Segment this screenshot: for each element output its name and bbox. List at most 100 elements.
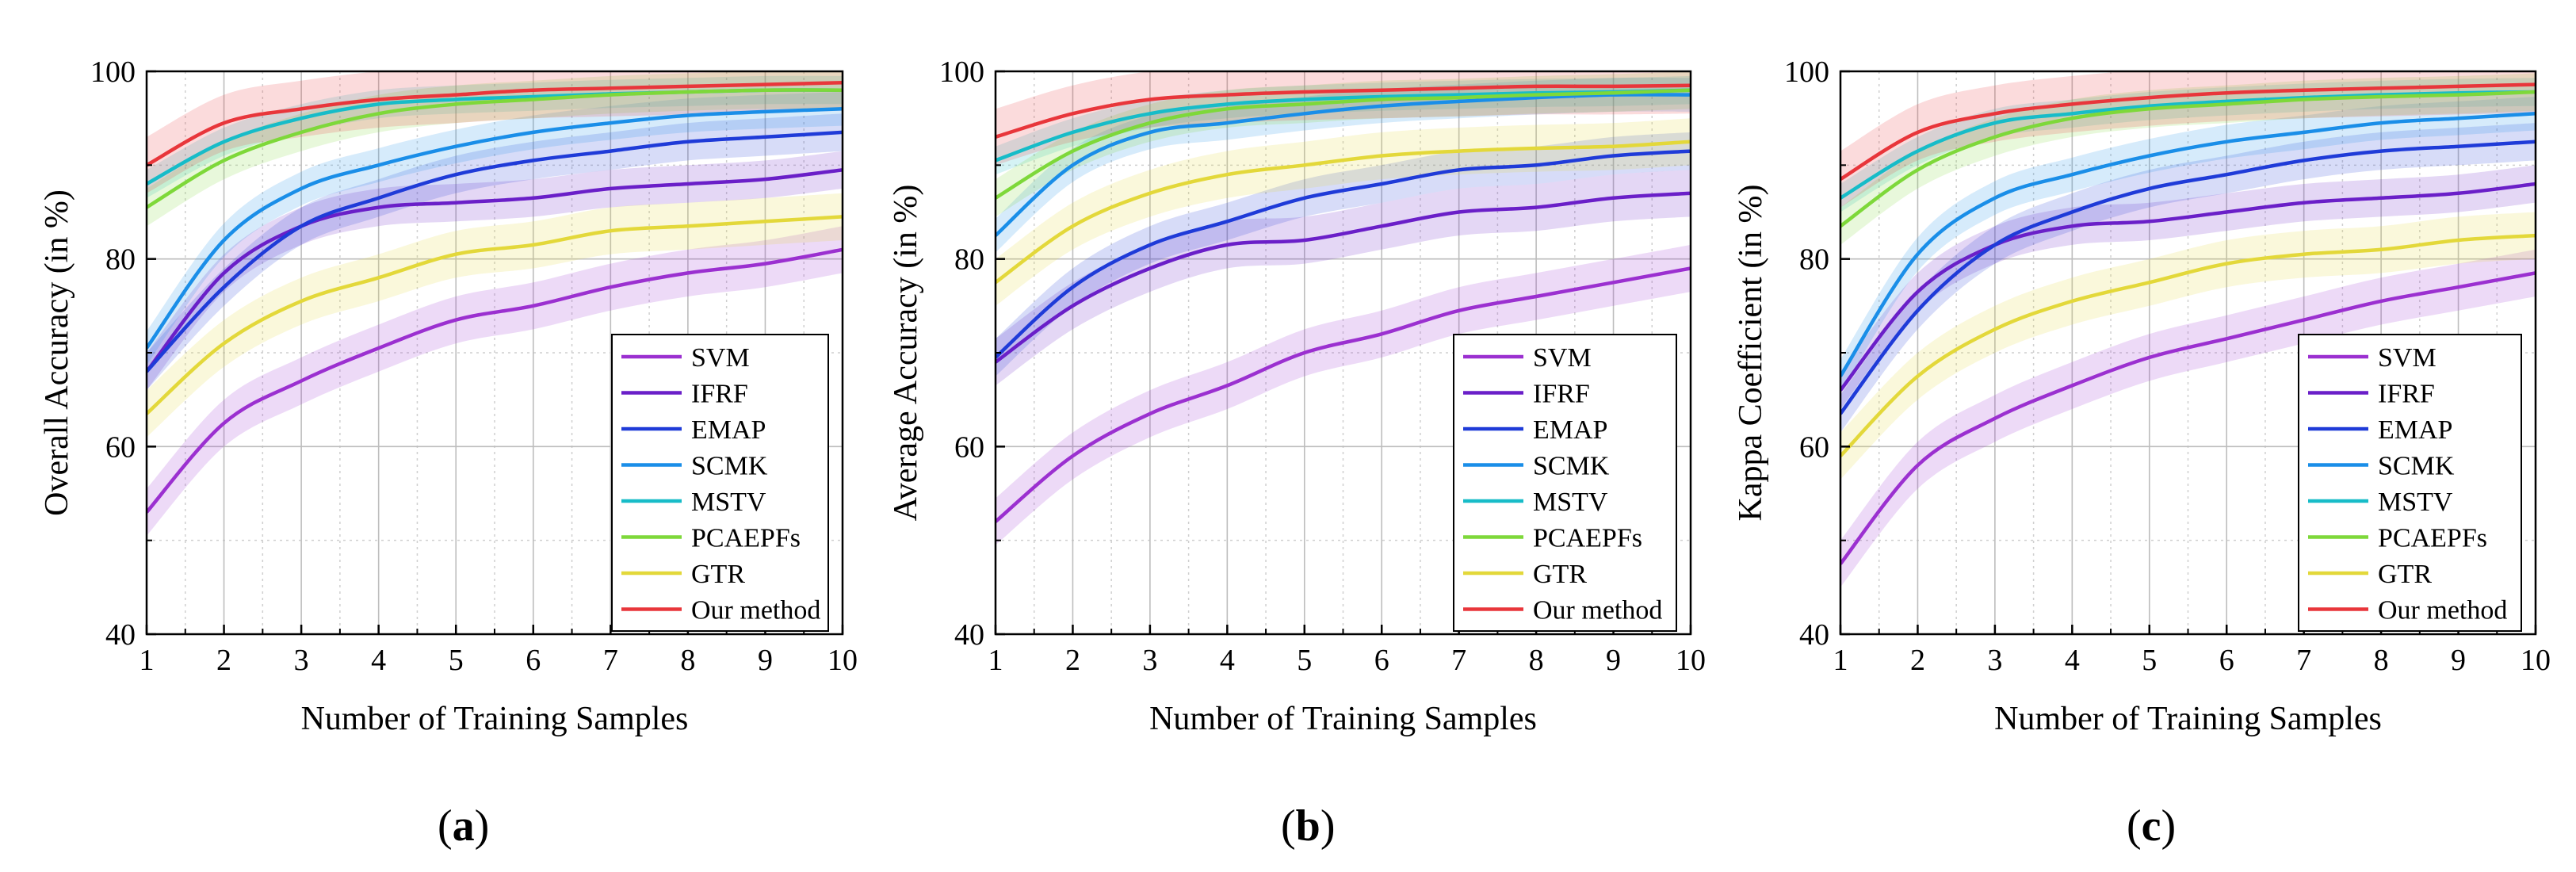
legend-label-ifrf: IFRF (1533, 380, 1590, 409)
legend-label-mstv: MSTV (1533, 488, 1608, 517)
y-tick-label: 40 (105, 618, 136, 652)
x-tick-label: 7 (1451, 644, 1466, 677)
y-tick-label: 80 (105, 243, 136, 277)
series-band-ifrf (1840, 165, 2536, 410)
legend-box (1453, 334, 1677, 632)
panel-letter: (b) (1281, 801, 1335, 851)
series-line-svm (1840, 271, 2536, 565)
series-band-emap (147, 113, 843, 391)
x-axis-label: Number of Training Samples (1994, 701, 2382, 737)
legend: SVM IFRF EMAP SCMK MSTV PCAEPFs GTR Our method (2298, 334, 2522, 632)
legend-label-gtr: GTR (1533, 560, 1587, 589)
series-line-ifrf (147, 168, 843, 373)
series-line-scmk (996, 93, 1691, 237)
legend-label-mstv: MSTV (691, 488, 766, 517)
x-tick-label: 5 (1297, 644, 1312, 677)
y-tick-label: 80 (954, 243, 984, 277)
x-tick-label: 4 (371, 644, 386, 677)
legend-label-emap: EMAP (1533, 415, 1607, 445)
series-band-gtr (147, 193, 843, 438)
series-line-pcaepfs (147, 88, 843, 209)
x-tick-label: 10 (2521, 644, 2551, 677)
legend-label-our-method: Our method (1533, 596, 1662, 625)
x-tick-label: 9 (758, 644, 773, 677)
legend-label-scmk: SCMK (1533, 452, 1610, 481)
series-line-gtr (147, 215, 843, 415)
x-tick-label: 1 (988, 644, 1003, 677)
legend-label-ifrf: IFRF (2378, 380, 2435, 409)
y-tick-label: 40 (1799, 618, 1829, 652)
legend: SVM IFRF EMAP SCMK MSTV PCAEPFs GTR Our method (1453, 334, 1677, 632)
chart-panel-a: 1 2 3 4 5 6 7 8 9 10 40 60 80 100 Number of Training S… (39, 55, 858, 851)
legend-label-pcaepfs: PCAEPFs (691, 524, 801, 553)
x-tick-label: 9 (1606, 644, 1621, 677)
legend-box (611, 334, 829, 632)
x-tick-label: 6 (1374, 644, 1389, 677)
x-tick-label: 3 (1987, 644, 2002, 677)
series-line-our-method (147, 80, 843, 167)
y-tick-label: 40 (954, 618, 984, 652)
series-line-emap (147, 130, 843, 373)
series-line-ifrf (996, 191, 1691, 364)
series-band-scmk (996, 78, 1691, 253)
x-tick-label: 5 (449, 644, 464, 677)
y-tick-label: 60 (1799, 430, 1829, 464)
x-tick-label: 8 (2374, 644, 2389, 677)
x-tick-label: 10 (827, 644, 858, 677)
y-tick-label: 100 (90, 55, 136, 89)
legend-label-gtr: GTR (2378, 560, 2432, 589)
legend-label-svm: SVM (691, 343, 750, 373)
y-axis-label: Overall Accuracy (in %) (39, 189, 75, 516)
y-tick-label: 80 (1799, 243, 1829, 277)
series-band-svm (147, 226, 843, 536)
x-tick-label: 9 (2451, 644, 2466, 677)
series-line-gtr (996, 140, 1691, 285)
y-axis-label: Kappa Coefficient (in %) (1733, 185, 1769, 522)
legend-label-mstv: MSTV (2378, 488, 2453, 517)
x-tick-label: 10 (1676, 644, 1706, 677)
x-tick-label: 3 (294, 644, 309, 677)
x-tick-label: 4 (1220, 644, 1235, 677)
y-axis-label: Average Accuracy (in %) (888, 185, 924, 522)
legend-label-scmk: SCMK (691, 452, 768, 481)
series-band-pcaepfs (996, 71, 1691, 217)
series-band-ifrf (147, 151, 843, 391)
series-line-our-method (1840, 82, 2536, 182)
series-band-ifrf (996, 170, 1691, 386)
series-band-scmk (147, 92, 843, 365)
legend-label-svm: SVM (2378, 343, 2436, 373)
chart-panel-c: 1 2 3 4 5 6 7 8 9 10 40 60 80 100 Number of Training S… (1733, 55, 2551, 851)
series-line-our-method (996, 83, 1691, 139)
series-line-emap (1840, 140, 2536, 415)
legend-label-scmk: SCMK (2378, 452, 2455, 481)
series-band-svm (1840, 249, 2536, 587)
legend-label-gtr: GTR (691, 560, 745, 589)
legend-label-svm: SVM (1533, 343, 1592, 373)
series-line-ifrf (1840, 182, 2536, 392)
legend-label-ifrf: IFRF (691, 380, 748, 409)
chart-panel-b: 1 2 3 4 5 6 7 8 9 10 40 60 80 100 Number of Training S… (888, 55, 1706, 851)
series-band-scmk (1840, 97, 2536, 393)
series-line-emap (996, 149, 1691, 359)
legend-label-emap: EMAP (691, 415, 766, 445)
series-band-emap (1840, 123, 2536, 433)
y-tick-label: 60 (954, 430, 984, 464)
plot-area (147, 71, 843, 536)
legend-label-pcaepfs: PCAEPFs (2378, 524, 2487, 553)
legend: SVM IFRF EMAP SCMK MSTV PCAEPFs GTR Our method (611, 334, 829, 632)
x-axis-label: Number of Training Samples (1149, 701, 1537, 737)
series-line-pcaepfs (996, 88, 1691, 200)
x-tick-label: 4 (2065, 644, 2080, 677)
y-tick-label: 60 (105, 430, 136, 464)
plot-area (996, 71, 1691, 545)
legend-box (2298, 334, 2522, 632)
x-tick-label: 2 (1065, 644, 1080, 677)
x-tick-label: 2 (1910, 644, 1925, 677)
series-band-pcaepfs (147, 71, 843, 227)
series-line-scmk (147, 107, 843, 350)
series-band-svm (996, 244, 1691, 545)
series-band-our-method (1840, 71, 2536, 208)
legend-label-our-method: Our method (2378, 596, 2507, 625)
x-tick-label: 5 (2142, 644, 2157, 677)
